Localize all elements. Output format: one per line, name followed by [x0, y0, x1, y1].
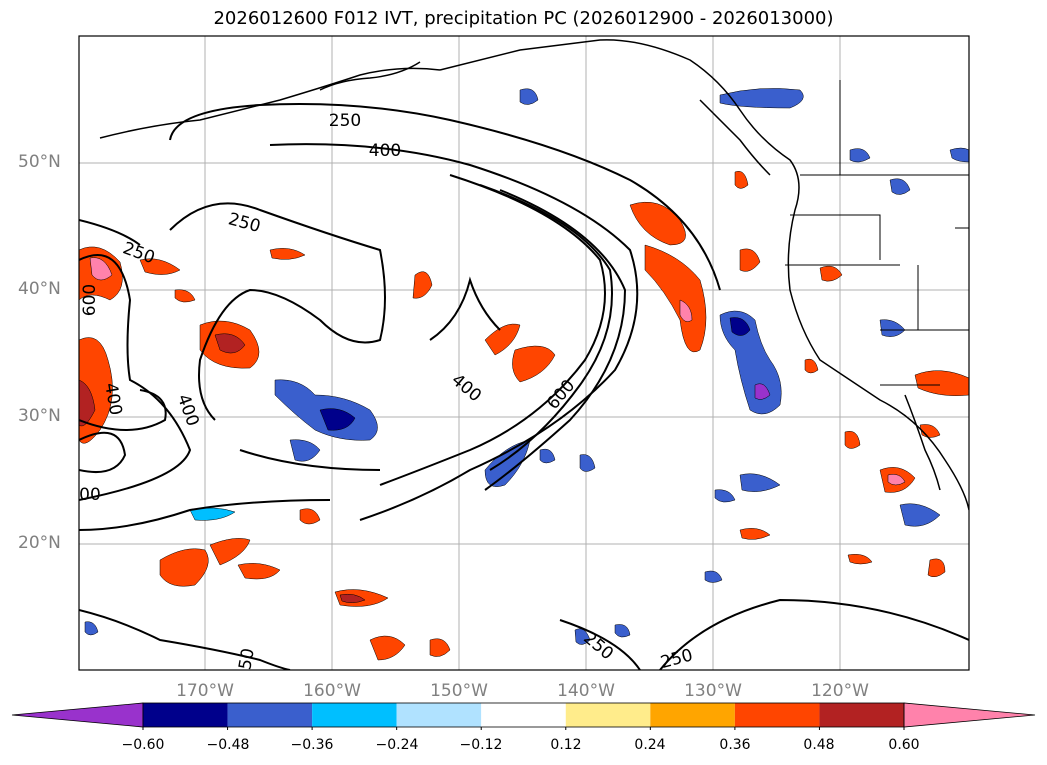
lon-label: 150°W	[430, 681, 488, 701]
colorbar-segment	[819, 703, 904, 727]
lon-label: 130°W	[684, 681, 742, 701]
colorbar-segment	[227, 703, 313, 727]
colorbar-segment	[565, 703, 651, 727]
precip-negative-areas	[84, 88, 969, 645]
colorbar-segment	[481, 703, 566, 727]
colorbar-segment	[396, 703, 482, 727]
contour-label: 50	[235, 647, 258, 672]
colorbar-segment	[650, 703, 735, 727]
colorbar-segment	[143, 703, 228, 727]
colorbar-tick-label: 0.12	[550, 737, 582, 753]
contour-label: 00	[79, 485, 101, 505]
ivt-contours	[79, 103, 969, 670]
colorbar-tick-label: 0.36	[719, 737, 751, 753]
colorbar-extend-low	[11, 702, 144, 728]
colorbar-extend-high	[903, 702, 1036, 728]
contour-label: 600	[80, 284, 100, 316]
lon-label: 170°W	[176, 681, 234, 701]
lat-label: 30°N	[18, 406, 61, 426]
colorbar-outline	[142, 702, 905, 728]
colorbar	[11, 702, 1036, 730]
lon-label: 160°W	[303, 681, 361, 701]
colorbar-segments	[11, 702, 1036, 728]
map-frame	[78, 35, 970, 671]
coastline	[99, 39, 969, 511]
contour-label: 250	[329, 111, 361, 131]
political-borders	[785, 80, 969, 386]
colorbar-tick-label: −0.12	[459, 737, 503, 753]
colorbar-segment	[734, 703, 820, 727]
contour-label: 400	[369, 141, 401, 161]
map-panel: 250 400 250 250 600 400 600 400 400 00 2…	[78, 35, 970, 673]
colorbar-tick-label: −0.60	[121, 737, 165, 753]
colorbar-tick-label: 0.60	[888, 737, 920, 753]
colorbar-tick-label: −0.36	[290, 737, 334, 753]
colorbar-tick-label: −0.24	[375, 737, 419, 753]
colorbar-segment	[312, 703, 397, 727]
colorbar-tick-label: −0.48	[206, 737, 250, 753]
lon-label: 140°W	[557, 681, 615, 701]
colorbar-ticks	[142, 727, 905, 730]
precip-positive-areas	[79, 171, 969, 661]
lat-label: 20°N	[18, 533, 61, 553]
colorbar-tick-label: 0.48	[803, 737, 835, 753]
lon-label: 120°W	[811, 681, 869, 701]
lat-label: 40°N	[18, 279, 61, 299]
map-title: 2026012600 F012 IVT, precipitation PC (2…	[213, 8, 834, 29]
lat-label: 50°N	[18, 152, 61, 172]
colorbar-tick-label: 0.24	[634, 737, 666, 753]
